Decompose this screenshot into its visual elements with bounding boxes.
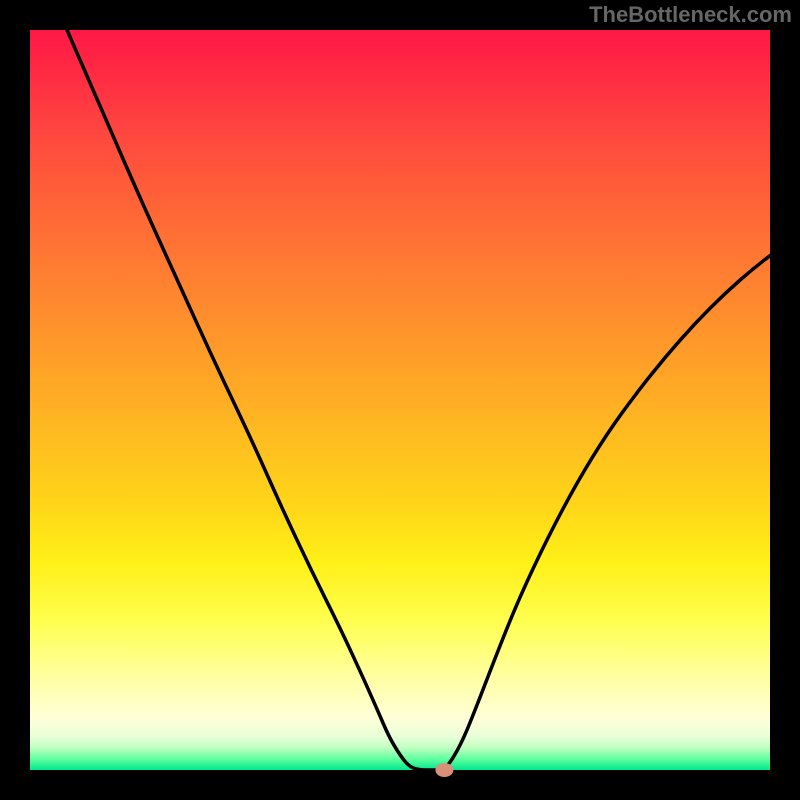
chart-container: TheBottleneck.com (0, 0, 800, 800)
optimal-point-marker (435, 763, 453, 777)
plot-area (30, 30, 770, 770)
watermark-text: TheBottleneck.com (589, 2, 792, 28)
bottleneck-chart (0, 0, 800, 800)
